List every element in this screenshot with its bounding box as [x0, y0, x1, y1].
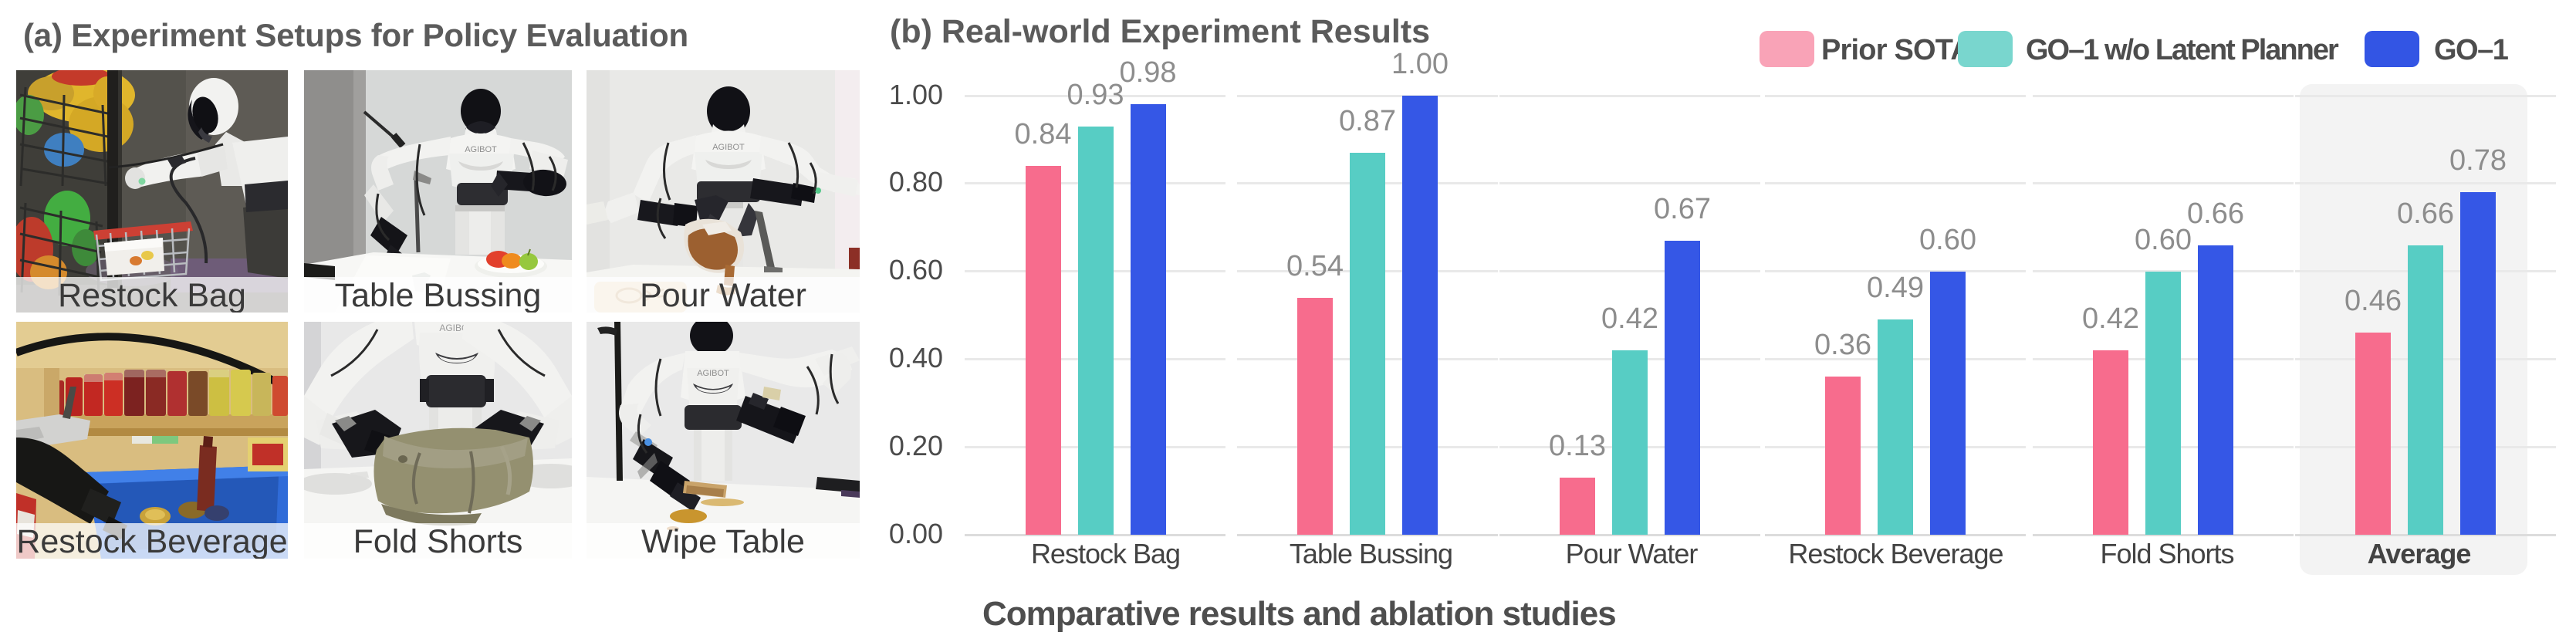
svg-text:AGIBOT: AGIBOT [465, 145, 497, 154]
svg-text:AGIBOT: AGIBOT [712, 143, 745, 152]
svg-text:AGIBOT: AGIBOT [697, 369, 729, 378]
